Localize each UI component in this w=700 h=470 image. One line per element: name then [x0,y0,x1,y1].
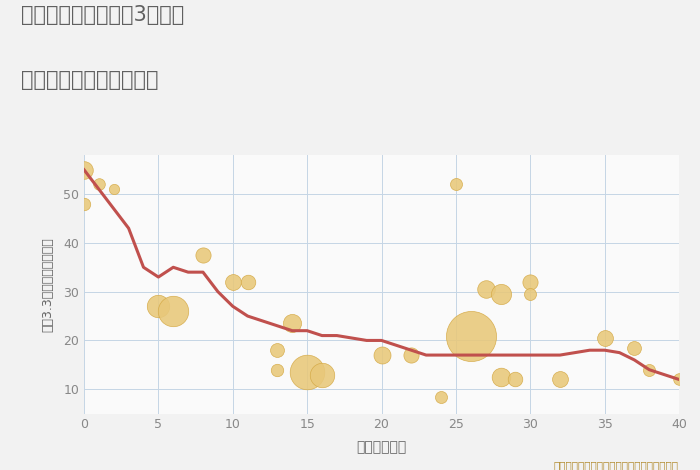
Point [450,180,461,188]
Point [93,180,104,188]
Point [302,368,313,376]
Point [78,166,90,173]
Point [316,371,328,378]
Point [673,376,685,383]
Point [406,351,417,359]
Point [495,373,506,381]
Point [242,278,253,286]
Point [495,290,506,298]
Point [168,307,179,315]
Point [272,366,283,374]
Point [272,346,283,354]
Point [376,351,387,359]
Point [554,376,566,383]
Point [599,334,610,342]
Point [78,200,90,208]
Point [644,366,655,374]
Point [525,290,536,298]
Point [629,344,640,352]
Point [480,285,491,293]
Point [227,278,238,286]
Text: 築年数別中古戸建て価格: 築年数別中古戸建て価格 [21,70,158,91]
Text: 三重県名張市希央台3番町の: 三重県名張市希央台3番町の [21,5,184,25]
Point [435,393,447,400]
Point [465,332,476,339]
Point [525,278,536,286]
Point [108,186,119,193]
Text: 円の大きさは、取引のあった物件面積を示す: 円の大きさは、取引のあった物件面積を示す [554,460,679,470]
Point [287,320,298,327]
Y-axis label: 坪（3.3㎡）単価（万円）: 坪（3.3㎡）単価（万円） [42,237,55,332]
X-axis label: 築年数（年）: 築年数（年） [356,440,407,454]
Point [153,303,164,310]
Point [197,251,209,259]
Point [510,376,521,383]
